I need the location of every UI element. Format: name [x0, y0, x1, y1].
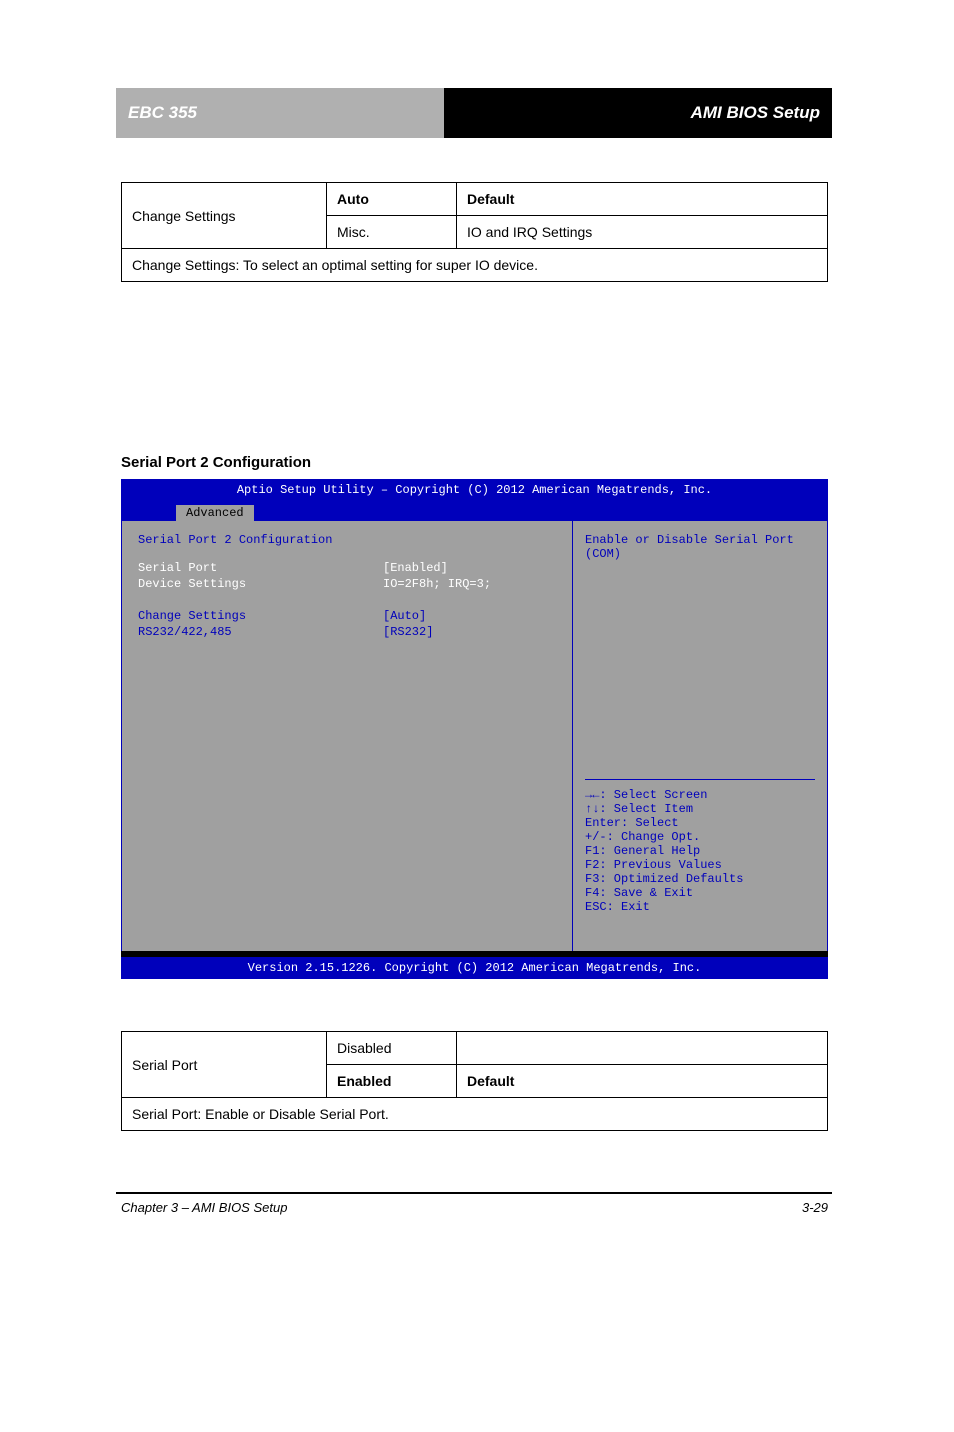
- settings-table-2: Serial Port Disabled Enabled Default Ser…: [121, 1031, 828, 1131]
- header-left-text: EBC 355: [128, 103, 197, 123]
- bios-help-key: F4: Save & Exit: [585, 886, 815, 900]
- bios-screenshot: Aptio Setup Utility – Copyright (C) 2012…: [121, 479, 828, 979]
- option-desc-bold: Default: [467, 191, 514, 207]
- bios-help-text: Enable or Disable Serial Port (COM): [585, 533, 815, 561]
- bios-tab-advanced[interactable]: Advanced: [176, 505, 254, 521]
- bios-item-label: Device Settings: [138, 577, 383, 591]
- footer-divider: [116, 1192, 832, 1194]
- option-value: Auto: [327, 183, 457, 216]
- bios-tab-bar: Advanced: [121, 501, 828, 521]
- setting-name: Serial Port: [122, 1032, 327, 1098]
- bios-item-label: RS232/422,485: [138, 625, 383, 639]
- section-title: Serial Port 2 Configuration: [121, 454, 311, 471]
- bios-help-key: F3: Optimized Defaults: [585, 872, 815, 886]
- bios-help-key: +/-: Change Opt.: [585, 830, 815, 844]
- option-desc: [457, 1032, 828, 1065]
- bios-item-row[interactable]: Device SettingsIO=2F8h; IRQ=3;: [138, 577, 556, 591]
- bios-help-key: ↑↓: Select Item: [585, 802, 815, 816]
- option-desc: IO and IRQ Settings: [457, 216, 828, 249]
- bios-item-value: [RS232]: [383, 625, 433, 639]
- option-desc: Default: [457, 1065, 828, 1098]
- table-row: Change Settings Auto Default: [122, 183, 828, 216]
- bios-item-row[interactable]: Change Settings[Auto]: [138, 609, 556, 623]
- table-footer: Serial Port: Enable or Disable Serial Po…: [122, 1098, 828, 1131]
- bios-help-key: ESC: Exit: [585, 900, 815, 914]
- bios-item-row[interactable]: RS232/422,485[RS232]: [138, 625, 556, 639]
- table-footer-row: Change Settings: To select an optimal se…: [122, 249, 828, 282]
- footer-left: Chapter 3 – AMI BIOS Setup: [121, 1200, 287, 1215]
- settings-table-1: Change Settings Auto Default Misc. IO an…: [121, 182, 828, 282]
- header-right: AMI BIOS Setup: [444, 88, 832, 138]
- header-right-text: AMI BIOS Setup: [691, 103, 820, 123]
- bios-help-keys: →←: Select Screen↑↓: Select ItemEnter: S…: [585, 771, 815, 914]
- table-footer: Change Settings: To select an optimal se…: [122, 249, 828, 282]
- setting-name: Change Settings: [122, 183, 327, 249]
- bios-help-key: Enter: Select: [585, 816, 815, 830]
- bios-item-value: [Enabled]: [383, 561, 448, 575]
- option-value: Enabled: [327, 1065, 457, 1098]
- bios-item-value: IO=2F8h; IRQ=3;: [383, 577, 491, 591]
- bios-left-panel: Serial Port 2 Configuration Serial Port[…: [121, 521, 573, 951]
- bios-footer: Version 2.15.1226. Copyright (C) 2012 Am…: [121, 957, 828, 979]
- bios-item-value: [Auto]: [383, 609, 426, 623]
- bios-title-bar: Aptio Setup Utility – Copyright (C) 2012…: [121, 479, 828, 501]
- bios-item-row[interactable]: Serial Port[Enabled]: [138, 561, 556, 575]
- bios-right-panel: Enable or Disable Serial Port (COM) →←: …: [573, 521, 828, 951]
- header-left: EBC 355: [116, 88, 444, 138]
- table-row: Serial Port Disabled: [122, 1032, 828, 1065]
- option-desc: Default: [457, 183, 828, 216]
- option-value: Disabled: [327, 1032, 457, 1065]
- bios-body: Serial Port 2 Configuration Serial Port[…: [121, 521, 828, 951]
- page-header: EBC 355 AMI BIOS Setup: [116, 88, 832, 138]
- bios-divider: [585, 779, 815, 780]
- footer-right: 3-29: [802, 1200, 828, 1215]
- bios-help-key: →←: Select Screen: [585, 788, 815, 802]
- bios-item-label: Change Settings: [138, 609, 383, 623]
- bios-help-key: F2: Previous Values: [585, 858, 815, 872]
- bios-item-row: [138, 593, 556, 607]
- bios-help-key: F1: General Help: [585, 844, 815, 858]
- table-footer-row: Serial Port: Enable or Disable Serial Po…: [122, 1098, 828, 1131]
- bios-panel-heading: Serial Port 2 Configuration: [138, 533, 556, 547]
- bios-item-label: Serial Port: [138, 561, 383, 575]
- option-value: Misc.: [327, 216, 457, 249]
